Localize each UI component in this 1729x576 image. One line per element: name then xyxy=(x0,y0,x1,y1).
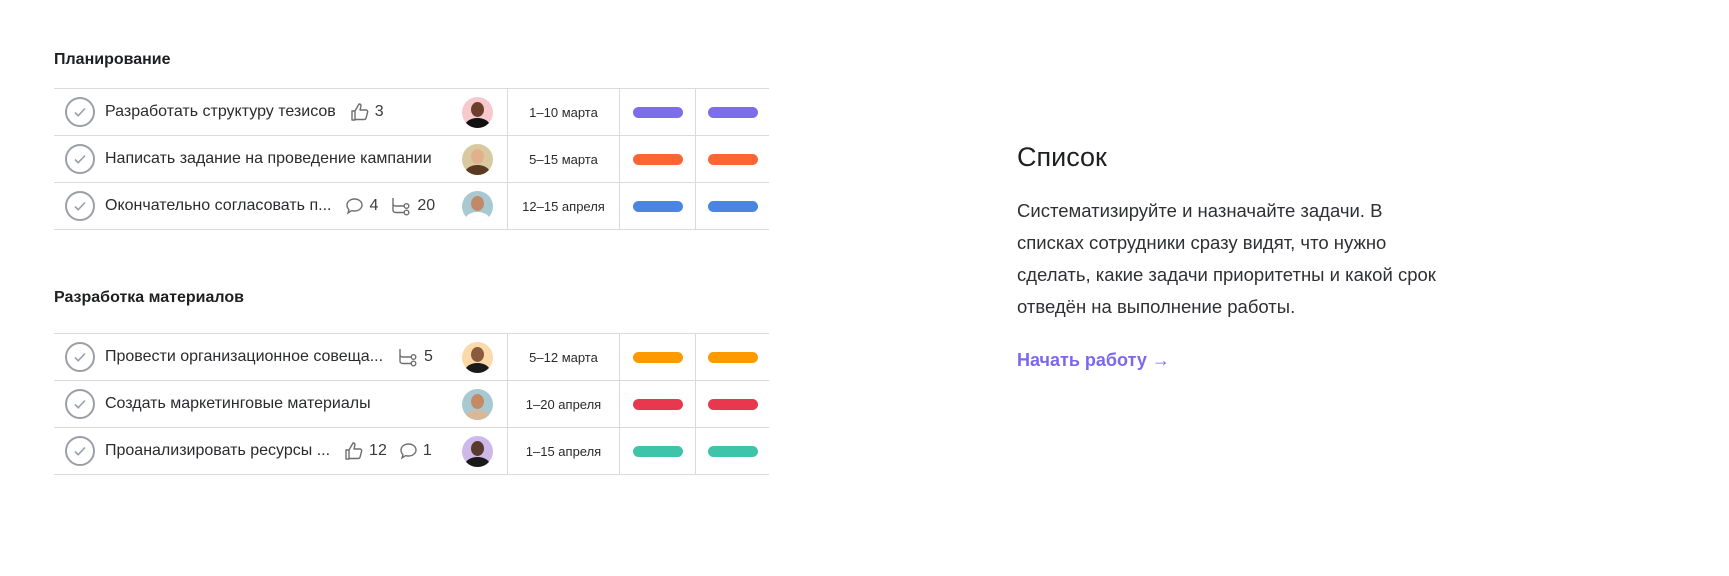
priority-bar xyxy=(707,153,758,165)
status-cell[interactable] xyxy=(620,381,696,427)
avatar[interactable] xyxy=(462,388,493,420)
due-date[interactable]: 5–12 марта xyxy=(508,334,620,380)
avatar[interactable] xyxy=(462,143,493,175)
priority-cell[interactable] xyxy=(696,381,769,427)
check-circle-icon[interactable] xyxy=(65,144,95,174)
priority-bar xyxy=(707,351,758,363)
avatar[interactable] xyxy=(462,96,493,128)
task-name[interactable]: Создать маркетинговые материалы xyxy=(105,395,371,412)
check-circle-icon[interactable] xyxy=(65,342,95,372)
task-cell: Создать маркетинговые материалы xyxy=(54,381,508,427)
avatar[interactable] xyxy=(462,341,493,373)
check-circle-icon[interactable] xyxy=(65,97,95,127)
due-date[interactable]: 5–15 марта xyxy=(508,136,620,182)
task-row[interactable]: Проанализировать ресурсы ... 12 1 1–15 ап… xyxy=(54,428,769,475)
status-cell[interactable] xyxy=(620,136,696,182)
feature-description: Систематизируйте и назначайте задачи. В … xyxy=(1017,200,1436,317)
task-table-materials: Провести организационное совеща... 5 5–1… xyxy=(54,333,769,475)
due-date[interactable]: 1–10 марта xyxy=(508,89,620,135)
task-meta: 5 xyxy=(397,347,433,367)
task-cell: Написать задание на проведение кампании xyxy=(54,136,508,182)
status-cell[interactable] xyxy=(620,428,696,474)
status-cell[interactable] xyxy=(620,89,696,135)
subtasks-count[interactable]: 20 xyxy=(390,196,435,216)
status-bar xyxy=(632,200,683,212)
comment-icon xyxy=(399,442,418,460)
task-row[interactable]: Провести организационное совеща... 5 5–1… xyxy=(54,334,769,381)
thumbs-up-icon xyxy=(350,102,370,122)
likes-count[interactable]: 3 xyxy=(350,102,384,122)
status-bar xyxy=(632,398,683,410)
task-cell: Окончательно согласовать п... 4 20 xyxy=(54,183,508,229)
thumbs-up-icon xyxy=(344,441,364,461)
status-cell[interactable] xyxy=(620,334,696,380)
task-meta: 12 1 xyxy=(344,441,432,461)
task-name[interactable]: Разработать структуру тезисов xyxy=(105,103,336,120)
priority-bar xyxy=(707,445,758,457)
task-row[interactable]: Создать маркетинговые материалы 1–20 апр… xyxy=(54,381,769,428)
due-date[interactable]: 1–15 апреля xyxy=(508,428,620,474)
task-row[interactable]: Написать задание на проведение кампании … xyxy=(54,136,769,183)
subtask-icon xyxy=(397,347,419,367)
task-table-planning: Разработать структуру тезисов 3 1–10 мар… xyxy=(54,88,769,230)
comments-count[interactable]: 4 xyxy=(345,197,378,215)
status-bar xyxy=(632,106,683,118)
status-bar xyxy=(632,351,683,363)
priority-bar xyxy=(707,106,758,118)
comment-icon xyxy=(345,197,364,215)
task-row[interactable]: Разработать структуру тезисов 3 1–10 мар… xyxy=(54,89,769,136)
check-circle-icon[interactable] xyxy=(65,191,95,221)
priority-cell[interactable] xyxy=(696,89,769,135)
task-cell: Провести организационное совеща... 5 xyxy=(54,334,508,380)
status-cell[interactable] xyxy=(620,183,696,229)
priority-bar xyxy=(707,200,758,212)
status-bar xyxy=(632,153,683,165)
task-cell: Проанализировать ресурсы ... 12 1 xyxy=(54,428,508,474)
likes-count[interactable]: 12 xyxy=(344,441,387,461)
subtasks-count[interactable]: 5 xyxy=(397,347,433,367)
start-work-link[interactable]: Начать работу → xyxy=(1017,350,1170,370)
due-date[interactable]: 1–20 апреля xyxy=(508,381,620,427)
priority-bar xyxy=(707,398,758,410)
task-meta: 3 xyxy=(350,102,384,122)
task-meta: 4 20 xyxy=(345,196,435,216)
avatar[interactable] xyxy=(462,190,493,222)
avatar[interactable] xyxy=(462,435,493,467)
subtask-icon xyxy=(390,196,412,216)
task-name[interactable]: Проанализировать ресурсы ... xyxy=(105,442,331,459)
task-name[interactable]: Написать задание на проведение кампании xyxy=(105,150,432,167)
section-title: Разработка материалов xyxy=(54,289,244,306)
feature-title: Список xyxy=(1017,142,1107,172)
section-title: Планирование xyxy=(54,51,171,68)
comments-count[interactable]: 1 xyxy=(399,442,432,460)
check-circle-icon[interactable] xyxy=(65,389,95,419)
task-name[interactable]: Окончательно согласовать п... xyxy=(105,197,332,214)
priority-cell[interactable] xyxy=(696,334,769,380)
task-name[interactable]: Провести организационное совеща... xyxy=(105,348,384,365)
status-bar xyxy=(632,445,683,457)
priority-cell[interactable] xyxy=(696,428,769,474)
task-cell: Разработать структуру тезисов 3 xyxy=(54,89,508,135)
priority-cell[interactable] xyxy=(696,136,769,182)
priority-cell[interactable] xyxy=(696,183,769,229)
due-date[interactable]: 12–15 апреля xyxy=(508,183,620,229)
check-circle-icon[interactable] xyxy=(65,436,95,466)
task-row[interactable]: Окончательно согласовать п... 4 20 12–15 … xyxy=(54,183,769,230)
